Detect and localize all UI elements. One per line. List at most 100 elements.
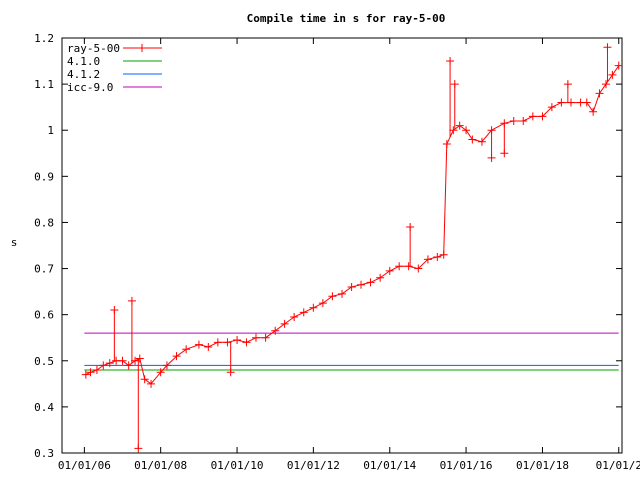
- data-point: [595, 89, 604, 98]
- series-line-ray-5-00: [85, 65, 620, 385]
- data-point: [280, 319, 289, 328]
- data-point: [162, 361, 171, 370]
- data-point: [261, 333, 270, 342]
- data-point: [92, 366, 101, 374]
- data-point: [172, 352, 181, 361]
- outlier-point: [487, 153, 496, 162]
- x-tick-label: 01/01/18: [516, 459, 569, 472]
- data-point: [385, 266, 394, 275]
- data-point: [477, 137, 486, 146]
- y-tick-label: 1.1: [34, 78, 54, 91]
- data-point: [433, 253, 442, 262]
- data-point: [462, 126, 471, 135]
- legend-label: icc-9.0: [67, 81, 113, 94]
- data-point: [439, 250, 448, 259]
- data-point: [468, 135, 477, 144]
- data-point: [140, 375, 149, 384]
- outlier-point: [500, 149, 509, 158]
- data-point: [582, 98, 591, 107]
- data-point: [309, 303, 318, 312]
- outlier-point: [406, 223, 415, 232]
- data-point: [182, 345, 191, 354]
- outlier-point: [226, 368, 235, 377]
- data-point: [86, 368, 95, 377]
- data-point: [509, 117, 518, 125]
- x-tick-label: 01/01/08: [134, 459, 187, 472]
- plot-frame: [61, 37, 623, 454]
- data-point: [135, 354, 144, 363]
- data-point: [528, 112, 537, 121]
- data-point: [404, 262, 413, 271]
- data-point: [124, 361, 133, 370]
- data-point: [251, 333, 260, 342]
- x-tick-label: 01/01/14: [363, 459, 416, 472]
- data-point: [318, 299, 327, 308]
- data-point: [204, 342, 213, 351]
- data-point: [213, 338, 222, 347]
- y-tick-label: 0.3: [34, 447, 54, 460]
- data-point: [376, 273, 385, 282]
- x-tick-label: 01/01/16: [440, 459, 493, 472]
- data-point: [156, 368, 165, 377]
- data-point: [147, 379, 156, 388]
- plot-area: [81, 43, 623, 453]
- outlier-point: [603, 43, 612, 52]
- y-axis: 0.3 0.4 0.5 0.6 0.7 0.8 0.9 1 1.1 1.2: [34, 32, 622, 460]
- data-point: [602, 80, 611, 89]
- legend-label: ray-5-00: [67, 42, 120, 55]
- data-point: [347, 283, 356, 291]
- data-point: [519, 117, 528, 125]
- outlier-point: [450, 80, 459, 89]
- x-tick-label: 01/01/2: [596, 459, 640, 472]
- data-point: [455, 121, 464, 130]
- y-tick-label: 0.4: [34, 401, 54, 414]
- chart-title: Compile time in s for ray-5-00: [247, 12, 446, 25]
- outlier-point: [134, 444, 143, 453]
- data-point: [105, 359, 114, 368]
- data-point: [614, 61, 623, 70]
- outlier-point: [563, 80, 572, 89]
- outlier-point: [127, 296, 136, 305]
- data-point: [299, 308, 308, 317]
- data-point: [242, 338, 251, 347]
- y-tick-label: 0.8: [34, 216, 54, 229]
- data-point: [449, 126, 458, 135]
- data-point: [81, 370, 90, 379]
- legend-label: 4.1.2: [67, 68, 100, 81]
- data-point: [557, 98, 566, 107]
- data-point: [290, 312, 299, 321]
- data-point: [194, 340, 203, 349]
- x-tick-label: 01/01/12: [287, 459, 340, 472]
- data-point: [328, 292, 337, 301]
- data-point: [442, 140, 451, 149]
- y-tick-label: 0.5: [34, 355, 54, 368]
- legend-marker: [138, 44, 146, 52]
- data-point: [395, 262, 404, 271]
- y-tick-label: 1.2: [34, 32, 54, 45]
- data-point: [338, 289, 346, 298]
- y-tick-label: 1: [47, 124, 54, 137]
- data-point: [608, 70, 617, 79]
- data-point: [99, 361, 108, 370]
- data-point: [414, 264, 423, 273]
- x-axis: 01/01/06 01/01/08 01/01/10 01/01/12 01/01/14…: [58, 38, 640, 472]
- x-tick-label: 01/01/10: [211, 459, 264, 472]
- data-point: [357, 280, 366, 289]
- data-point: [547, 103, 556, 112]
- data-point: [233, 336, 242, 345]
- data-point: [271, 326, 280, 335]
- y-tick-label: 0.9: [34, 170, 54, 183]
- y-axis-label: s: [11, 236, 18, 249]
- data-point: [589, 107, 598, 116]
- y-tick-label: 0.6: [34, 309, 54, 322]
- y-tick-label: 0.7: [34, 263, 54, 276]
- data-point: [118, 356, 127, 365]
- data-point: [538, 112, 547, 121]
- x-tick-label: 01/01/06: [58, 459, 111, 472]
- data-point: [423, 255, 432, 264]
- data-point: [366, 278, 375, 287]
- outlier-point: [446, 57, 455, 66]
- legend-label: 4.1.0: [67, 55, 100, 68]
